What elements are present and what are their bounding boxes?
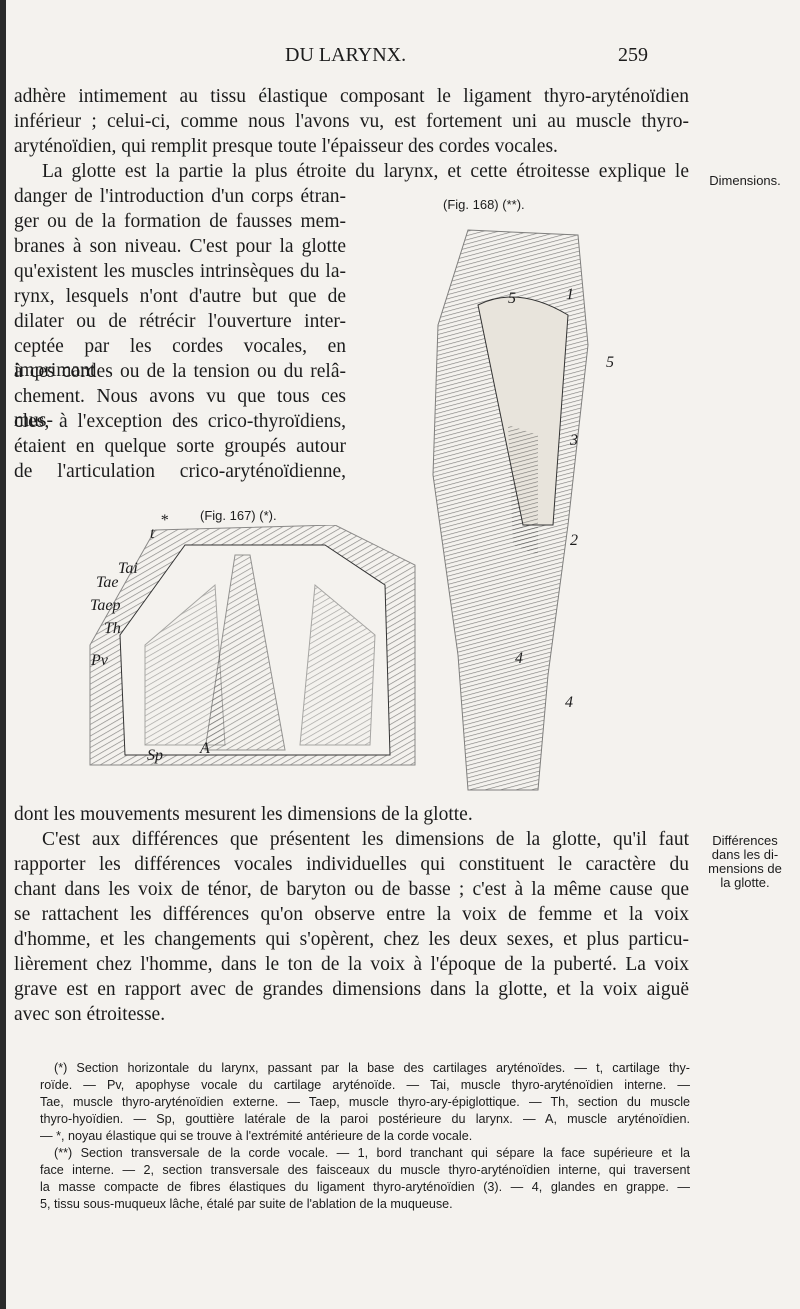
- figure-label: 4: [565, 694, 573, 711]
- body-line: chant dans les voix de ténor, de baryton…: [14, 879, 689, 900]
- figure-label: 5: [606, 354, 614, 371]
- body-line: branes à son niveau. C'est pour la glott…: [14, 236, 346, 257]
- footnote-line: (**) Section transversale de la corde vo…: [54, 1146, 690, 1160]
- body-line: danger de l'introduction d'un corps étra…: [14, 186, 346, 207]
- body-line: à ces cordes ou de la tension ou du relâ…: [14, 361, 346, 382]
- body-line: dont les mouvements mesurent les dimensi…: [14, 804, 473, 825]
- footnote-line: — *, noyau élastique qui se trouve à l'e…: [40, 1129, 473, 1143]
- body-line: chement. Nous avons vu que tous ces mus-: [14, 386, 346, 431]
- figure-label: t: [150, 525, 155, 542]
- body-line: lièrement chez l'homme, dans le ton de l…: [14, 954, 689, 975]
- figure-label: Tai: [118, 560, 138, 577]
- body-line: rynx, lesquels n'ont d'autre but que de: [14, 286, 346, 307]
- page-number: 259: [618, 44, 648, 66]
- body-line: ceptée par les cordes vocales, en imprim…: [14, 336, 346, 381]
- footnote-line: face interne. — 2, section transversale …: [40, 1163, 690, 1177]
- footnote-line: roïde. — Pv, apophyse vocale du cartilag…: [40, 1078, 690, 1092]
- body-line: rapporter les différences vocales indivi…: [14, 854, 689, 875]
- body-line: grave est en rapport avec de grandes dim…: [14, 979, 689, 1000]
- margin-note: la glotte.: [720, 875, 770, 890]
- figure-167: [89, 525, 416, 766]
- footnote-line: Tae, muscle thyro-aryténoïdien externe. …: [40, 1095, 690, 1109]
- footnote-line: la masse compacte de fibres élastiques d…: [40, 1180, 690, 1194]
- figure-label: Pv: [91, 652, 108, 669]
- margin-note: mensions de: [708, 861, 782, 876]
- footnote-line: 5, tissu sous-muqueux lâche, étalé par s…: [40, 1197, 453, 1211]
- body-line: aryténoïdien, qui remplit presque toute …: [14, 136, 558, 157]
- figure-label: Sp: [147, 747, 163, 764]
- footnote-line: thyro-hyoïdien. — Sp, gouttière latérale…: [40, 1112, 690, 1126]
- body-line: avec son étroitesse.: [14, 1004, 166, 1025]
- figure-168: [432, 229, 589, 791]
- figure-label: *: [160, 512, 168, 529]
- body-line: ger ou de la formation de fausses mem-: [14, 211, 346, 232]
- figure-label: 4: [515, 650, 523, 667]
- body-line: d'homme, et les changements qui s'opèren…: [14, 929, 689, 950]
- figure-label: 1: [566, 286, 574, 303]
- body-line: étaient en quelque sorte groupés autour: [14, 436, 346, 457]
- figure-label: 5: [508, 290, 516, 307]
- scan-edge: [0, 0, 6, 1309]
- margin-note: dans les di-: [711, 847, 779, 862]
- body-line: cles, à l'exception des crico-thyroïdien…: [14, 411, 346, 432]
- body-line: se rattachent les différences qu'on obse…: [14, 904, 689, 925]
- body-line: inférieur ; celui-ci, comme nous l'avons…: [14, 111, 689, 132]
- figure-caption: (Fig. 168) (**).: [443, 197, 525, 212]
- body-line: C'est aux différences que présentent les…: [42, 829, 689, 850]
- figure-label: 2: [570, 532, 578, 549]
- figure-label: Tae: [96, 574, 119, 591]
- body-line: dilater ou de rétrécir l'ouverture inter…: [14, 311, 346, 332]
- figure-label: Th: [104, 620, 121, 637]
- figure-label: Taep: [90, 597, 121, 614]
- footnote-line: (*) Section horizontale du larynx, passa…: [54, 1061, 690, 1075]
- margin-note: Différences: [712, 833, 778, 848]
- figure-label: 3: [570, 432, 578, 449]
- body-line: La glotte est la partie la plus étroite …: [42, 161, 689, 182]
- running-title: DU LARYNX.: [285, 44, 407, 66]
- body-line: qu'existent les muscles intrinsèques du …: [14, 261, 346, 282]
- body-line: de l'articulation crico-aryténoïdienne,: [14, 461, 346, 482]
- body-line: adhère intimement au tissu élastique com…: [14, 86, 689, 107]
- figure-label: A: [200, 740, 210, 757]
- figure-caption: (Fig. 167) (*).: [200, 508, 277, 523]
- margin-note: Dimensions.: [709, 173, 781, 188]
